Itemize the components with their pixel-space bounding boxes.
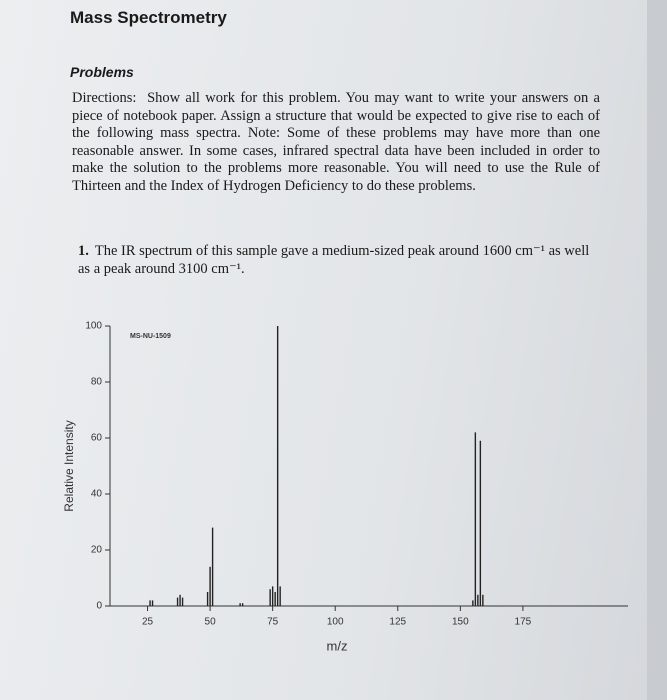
y-tick-label: 60 xyxy=(91,433,103,444)
x-tick-label: 50 xyxy=(205,617,217,628)
y-tick-label: 20 xyxy=(91,545,103,556)
directions-text: Show all work for this problem. You may … xyxy=(72,90,600,194)
problem-text: The IR spectrum of this sample gave a me… xyxy=(78,243,590,277)
x-tick-label: 125 xyxy=(389,617,406,628)
y-tick-label: 80 xyxy=(91,377,103,388)
x-tick-label: 150 xyxy=(452,617,469,628)
section-heading: Problems xyxy=(70,64,134,80)
x-tick-label: 100 xyxy=(327,617,344,628)
problem-number: 1. xyxy=(78,243,89,259)
problem: 1. The IR spectrum of this sample gave a … xyxy=(78,242,598,278)
page-title: Mass Spectrometry xyxy=(70,8,227,27)
x-tick-label: 175 xyxy=(515,617,532,628)
spectrum-code: MS-NU-1509 xyxy=(130,333,171,340)
x-tick-label: 25 xyxy=(142,617,154,628)
x-axis-label: m/z xyxy=(327,638,348,653)
binding-edge xyxy=(647,0,667,700)
y-tick-label: 0 xyxy=(96,601,102,612)
y-axis-label: Relative Intensity xyxy=(62,420,76,511)
directions-label: Directions: xyxy=(72,90,137,106)
y-tick-label: 40 xyxy=(91,489,103,500)
y-tick-label: 100 xyxy=(85,321,102,332)
directions: Directions: Show all work for this probl… xyxy=(72,90,600,195)
x-tick-label: 75 xyxy=(267,617,279,628)
